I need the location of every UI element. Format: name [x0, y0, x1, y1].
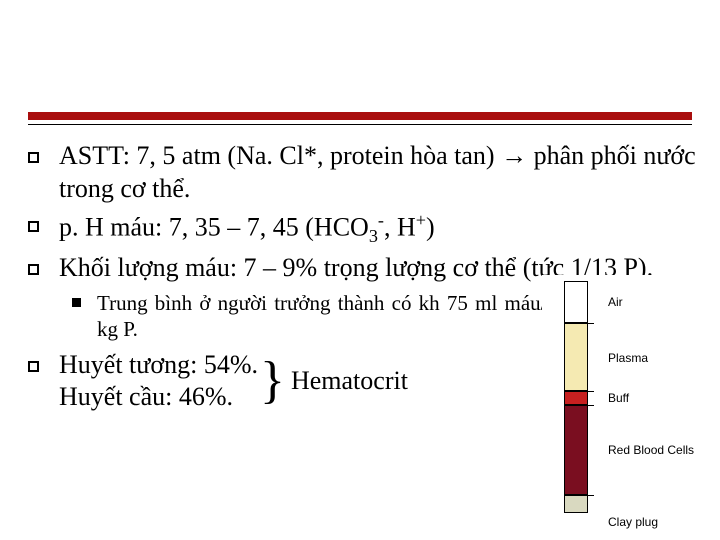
- bullet-row-1: ASTT: 7, 5 atm (Na. Cl*, protein hòa tan…: [28, 140, 696, 205]
- blood-tube-diagram: Air Plasma Buff Red Blood Cells Clay plu…: [542, 275, 720, 530]
- tube-plasma: [564, 323, 588, 391]
- text-frag: , H: [384, 213, 416, 242]
- square-bullet-icon: [28, 152, 39, 163]
- filled-square-bullet-icon: [72, 298, 81, 307]
- square-bullet-icon: [28, 221, 39, 232]
- diagram-label-plasma: Plasma: [608, 351, 648, 365]
- tube-buff: [564, 391, 588, 405]
- square-bullet-icon: [28, 264, 39, 275]
- subscript: 3: [369, 226, 378, 246]
- brace-icon: }: [260, 360, 285, 402]
- tube-rbc: [564, 405, 588, 495]
- sub-bullet-text: Trung bình ở người trưởng thành có kh 75…: [97, 290, 557, 343]
- tube-clay: [564, 495, 588, 513]
- bullet-text: Huyết tương: 54%.: [59, 349, 258, 382]
- bullet-text: p. H máu: 7, 35 – 7, 45 (HCO3-, H+): [59, 209, 435, 248]
- tick-icon: [588, 323, 594, 324]
- tick-icon: [588, 405, 594, 406]
- tube-air: [564, 281, 588, 323]
- text-frag: p. H máu: 7, 35 – 7, 45 (HCO: [59, 213, 369, 242]
- bullet-text: Huyết cầu: 46%.: [59, 381, 258, 414]
- title-underline-bar: [28, 112, 692, 120]
- diagram-label-clay: Clay plug: [608, 515, 658, 529]
- title-underline-thin: [28, 124, 692, 125]
- bullet-row-2: p. H máu: 7, 35 – 7, 45 (HCO3-, H+): [28, 209, 696, 248]
- hematocrit-group: Huyết tương: 54%. Huyết cầu: 46%. } Hema…: [59, 349, 408, 414]
- bullet-text: ASTT: 7, 5 atm (Na. Cl*, protein hòa tan…: [59, 140, 696, 205]
- tick-icon: [588, 495, 594, 496]
- diagram-label-rbc: Red Blood Cells: [608, 443, 694, 457]
- superscript: +: [416, 210, 426, 230]
- diagram-label-air: Air: [608, 295, 623, 309]
- square-bullet-icon: [28, 361, 39, 372]
- text-frag: ): [426, 213, 435, 242]
- hematocrit-label: Hematocrit: [291, 365, 408, 398]
- diagram-label-buff: Buff: [608, 391, 629, 405]
- tick-icon: [588, 391, 594, 392]
